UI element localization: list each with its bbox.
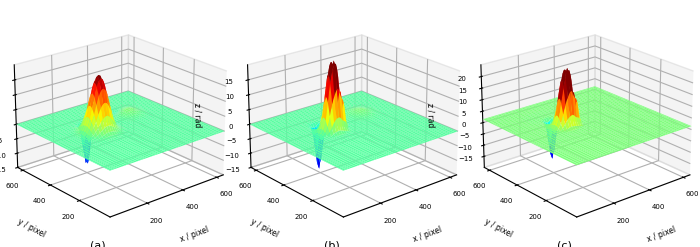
Y-axis label: y / pixel: y / pixel [249,217,280,239]
X-axis label: x / pixel: x / pixel [179,225,210,244]
X-axis label: x / pixel: x / pixel [645,225,677,244]
X-axis label: x / pixel: x / pixel [412,225,444,244]
Y-axis label: y / pixel: y / pixel [16,217,47,239]
Y-axis label: y / pixel: y / pixel [483,217,514,239]
Text: (a): (a) [90,240,106,247]
Text: (b): (b) [323,240,340,247]
Text: (c): (c) [557,240,573,247]
